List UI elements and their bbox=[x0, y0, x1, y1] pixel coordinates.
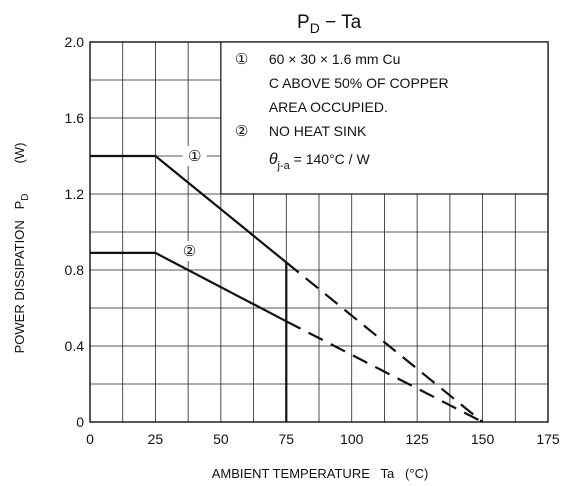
svg-text:POWER DISSIPATION PD(W): POWER DISSIPATION PD(W) bbox=[12, 143, 31, 354]
legend-box-frame bbox=[220, 41, 549, 195]
series-1-dashed-line bbox=[285, 261, 484, 423]
x-tick-label: 50 bbox=[213, 431, 229, 447]
tick-labels: 0 25 50 75 100 125 150 175 0 0.4 0.8 1.2 1.6 2.0 bbox=[65, 34, 560, 447]
x-tick-label: 100 bbox=[340, 431, 364, 447]
x-tick-label: 150 bbox=[471, 431, 495, 447]
y-tick-label: 1.6 bbox=[65, 110, 85, 126]
y-axis-label: POWER DISSIPATION PD(W) bbox=[12, 143, 31, 354]
y-tick-label: 0 bbox=[76, 414, 84, 430]
legend-marker-2: ② bbox=[235, 122, 248, 140]
x-axis-label: AMBIENT TEMPERATURE Ta (°C) bbox=[212, 466, 429, 481]
chart-title: PD − Ta bbox=[297, 12, 362, 36]
legend-text-line: AREA OCCUPIED. bbox=[269, 99, 388, 115]
series-1-solid-line bbox=[90, 154, 287, 264]
legend-marker-1: ① bbox=[235, 50, 248, 68]
x-tick-label: 0 bbox=[86, 431, 94, 447]
series-2-solid-line bbox=[90, 251, 287, 323]
legend-text-line: C ABOVE 50% OF COPPER bbox=[269, 75, 449, 91]
series-group: ①② bbox=[90, 146, 484, 423]
series-2-dashed-line bbox=[285, 320, 484, 423]
legend-text-line: NO HEAT SINK bbox=[269, 123, 367, 139]
x-tick-label: 125 bbox=[405, 431, 429, 447]
series-2-label: ② bbox=[183, 242, 196, 260]
x-tick-label: 75 bbox=[278, 431, 294, 447]
y-tick-label: 0.8 bbox=[65, 262, 85, 278]
series-1-label-bg bbox=[182, 146, 207, 166]
y-tick-label: 0.4 bbox=[65, 338, 85, 354]
legend-text-line: 60 × 30 × 1.6 mm Cu bbox=[269, 51, 401, 67]
x-tick-label: 25 bbox=[148, 431, 164, 447]
y-tick-label: 1.2 bbox=[65, 186, 85, 202]
legend-theta-line: θj-a = 140°C / W bbox=[269, 151, 371, 172]
legend-box: ① 60 × 30 × 1.6 mm Cu C ABOVE 50% OF COPPE… bbox=[220, 41, 549, 195]
series-2-label-bg bbox=[177, 241, 202, 261]
series-1-label: ① bbox=[188, 147, 201, 165]
y-tick-label: 2.0 bbox=[65, 34, 85, 50]
x-tick-label: 175 bbox=[536, 431, 560, 447]
